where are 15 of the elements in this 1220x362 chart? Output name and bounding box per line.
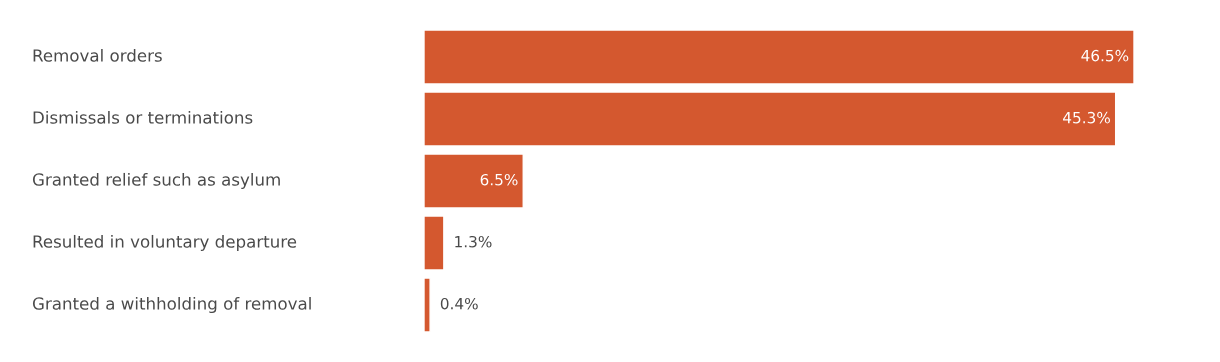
y-tick-label: Granted a withholding of removal: [32, 296, 311, 314]
data-label: 46.5%: [1081, 49, 1129, 62]
data-label: 0.4%: [440, 297, 478, 310]
y-tick-label: Dismissals or terminations: [33, 110, 253, 124]
data-label: 45.3%: [1063, 111, 1110, 124]
bar: [424, 215, 445, 271]
bar: [424, 277, 431, 332]
bar: [424, 30, 1134, 85]
y-tick-label: Removal orders: [33, 48, 162, 62]
data-label: 1.3%: [455, 235, 492, 248]
y-tick-label: Resulted in voluntary departure: [33, 234, 297, 252]
bar: [424, 91, 1117, 147]
y-tick-label: Granted relief such as asylum: [32, 172, 280, 190]
bar: [424, 153, 524, 209]
data-label: 6.5%: [480, 173, 518, 186]
